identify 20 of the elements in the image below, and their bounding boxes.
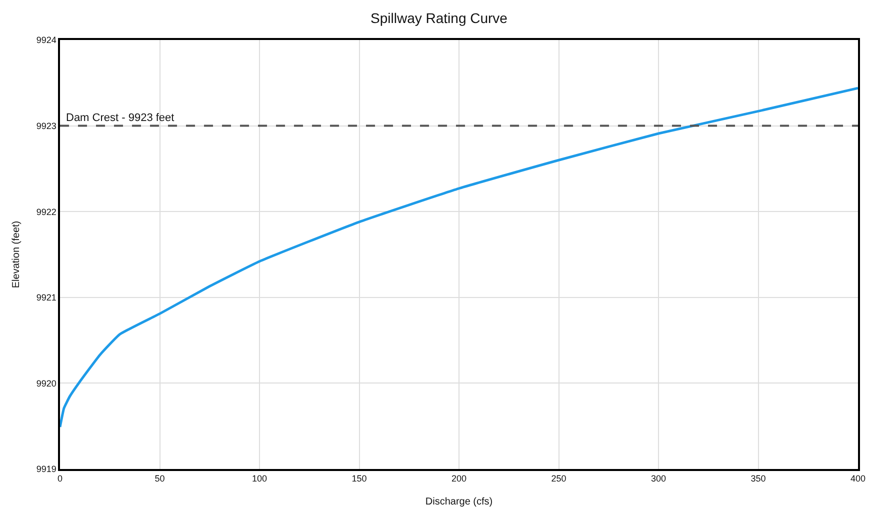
x-tick-label: 200 [451,474,467,484]
x-tick-label: 300 [650,474,666,484]
x-tick-label: 400 [850,474,866,484]
x-tick-label: 250 [551,474,566,484]
y-tick-label: 9920 [36,378,56,388]
y-tick-label: 9924 [36,35,56,46]
line-series [60,86,858,428]
x-axis-title: Discharge (cfs) [425,496,493,508]
chart-title: Spillway Rating Curve [370,10,508,26]
y-tick-label: 9919 [36,464,56,474]
y-tick-label: 9922 [36,206,56,217]
x-tick-label: 50 [154,474,165,484]
y-axis-title: Elevation (feet) [10,220,22,288]
x-tick-label: 150 [352,474,367,484]
x-tick-label: 100 [252,474,268,484]
x-tick-label: 350 [750,474,766,484]
x-tick-label: 0 [57,474,63,484]
y-tick-label: 9921 [36,292,56,303]
ref-line-label: Dam Crest - 9923 feet [66,112,174,124]
y-tick-label: 9923 [36,120,56,131]
